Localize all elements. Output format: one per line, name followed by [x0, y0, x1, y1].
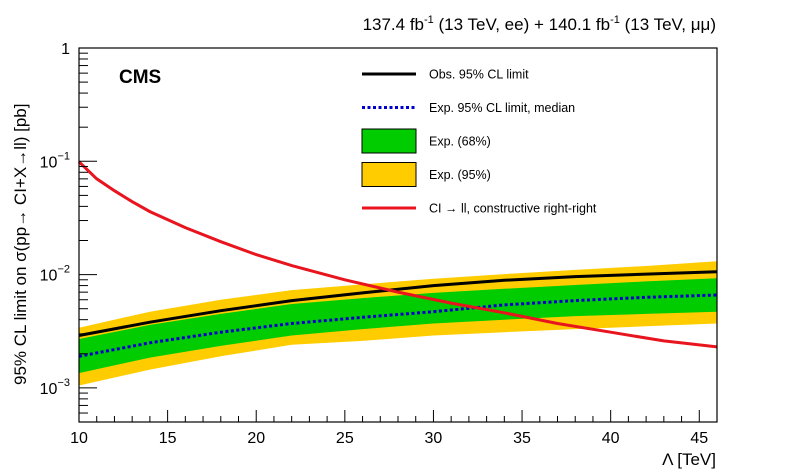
y-tick-label: 10−1 [40, 150, 70, 171]
legend-swatch [361, 128, 417, 154]
lumi-ee: 137.4 fb [363, 15, 424, 34]
legend-entry: Exp. 95% CL limit, median [362, 101, 575, 115]
lumi-mm-exponent: -1 [610, 14, 620, 26]
x-tick-label: 30 [425, 430, 443, 447]
expected-bands [79, 261, 717, 386]
band-68 [79, 278, 717, 374]
x-tick-label: 35 [513, 430, 531, 447]
x-tick-label: 45 [690, 430, 708, 447]
legend-label: Obs. 95% CL limit [429, 68, 529, 82]
x-axis-title: Λ [TeV] [662, 450, 716, 469]
legend-entry: Obs. 95% CL limit [362, 68, 529, 82]
x-tick-label: 25 [336, 430, 354, 447]
legend-entry: CI → ll, constructive right-right [362, 202, 597, 216]
x-tick-label: 40 [602, 430, 620, 447]
x-tick-label: 20 [247, 430, 265, 447]
x-tick-label: 15 [159, 430, 177, 447]
x-tick-label: 10 [70, 430, 88, 447]
observed-limit-line [78, 270, 718, 337]
legend-entry: Exp. (68%) [361, 128, 491, 154]
legend-entry: Exp. (95%) [361, 162, 491, 187]
experiment-label: CMS [119, 67, 161, 88]
y-axis-title: 95% CL limit on σ(pp→ CI+X→ll) [pb] [11, 104, 30, 386]
lumi-ee-tail: (13 TeV, ee) + 140.1 fb [434, 15, 610, 34]
plot-frame [78, 47, 718, 423]
legend-label: Exp. 95% CL limit, median [429, 101, 575, 115]
signal-curve-line [77, 160, 718, 349]
axis-ticks: 10 15 20 25 30 35 40 45 1 10−1 10−2 10−3 [40, 41, 709, 447]
legend-label: CI → ll, constructive right-right [429, 202, 597, 216]
lumi-mm-tail: (13 TeV, μμ) [620, 15, 716, 34]
legend-label: Exp. (68%) [429, 135, 491, 149]
limit-curves [77, 160, 718, 358]
legend-label: Exp. (95%) [429, 168, 491, 182]
legend-swatch [361, 162, 417, 187]
y-tick-label: 10−2 [40, 264, 70, 285]
lumi-ee-exponent: -1 [424, 14, 434, 26]
luminosity-label: 137.4 fb-1 (13 TeV, ee) + 140.1 fb-1 (13… [363, 14, 716, 34]
legend: Obs. 95% CL limit Exp. 95% CL limit, medi… [361, 68, 597, 216]
expected-limit-line [78, 293, 718, 358]
y-tick-label: 1 [61, 41, 70, 58]
y-tick-label: 10−3 [40, 377, 70, 398]
